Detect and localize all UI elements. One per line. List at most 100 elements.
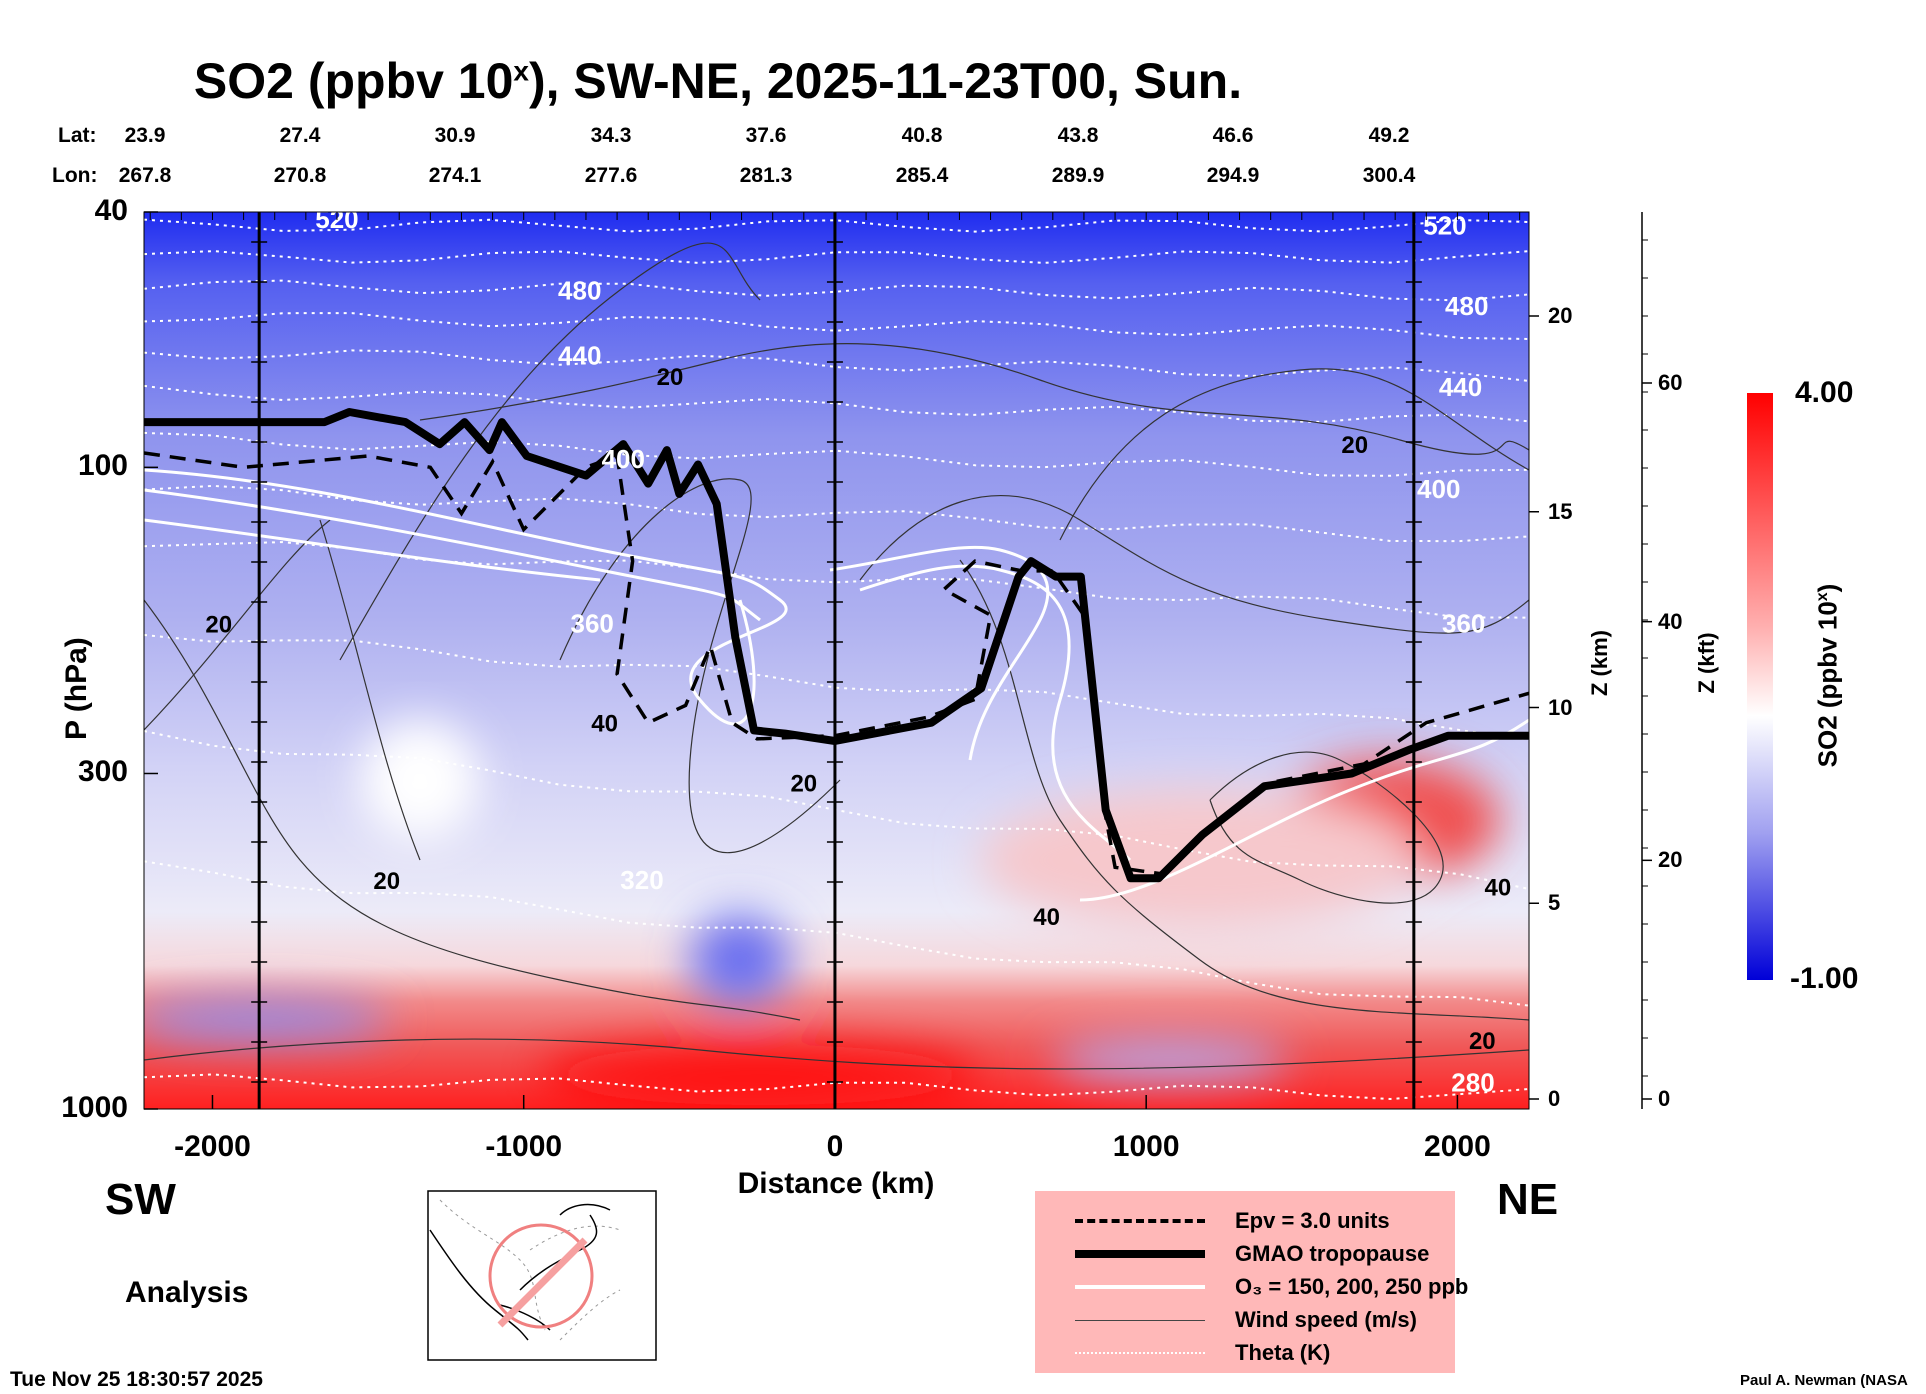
wind-contour (1209, 751, 1444, 904)
legend-label: Wind speed (m/s) (1235, 1307, 1417, 1332)
wind-label: 20 (1469, 1028, 1496, 1055)
x-axis-title: Distance (km) (737, 1167, 935, 1200)
legend-item: Wind speed (m/s) (1040, 1305, 1417, 1335)
theta-contour (144, 860, 1529, 1007)
wind-label: 20 (373, 868, 400, 895)
x-tick-label: 1000 (1112, 1130, 1180, 1163)
lon-value: 281.3 (739, 164, 793, 187)
x-tick-label: 0 (826, 1130, 844, 1163)
wind-label: 40 (1033, 904, 1060, 931)
lon-value: 274.1 (428, 164, 482, 187)
legend-white-line-icon (1075, 1285, 1205, 1289)
legend-item: GMAO tropopause (1040, 1239, 1429, 1269)
so2-field (144, 212, 1529, 1109)
y-tick-label: 1000 (61, 1091, 128, 1124)
legend-label: GMAO tropopause (1235, 1241, 1430, 1266)
legend-label: Theta (K) (1235, 1340, 1331, 1365)
sw-label: SW (105, 1175, 176, 1224)
lat-value: 46.6 (1212, 124, 1254, 147)
tropopause-line (144, 408, 1529, 883)
chart-title: SO2 (ppbv 10x), SW-NE, 2025-11-23T00, Su… (193, 53, 1243, 109)
theta-label: 480 (558, 275, 601, 305)
so2-blue-band (144, 1000, 390, 1040)
wind-label: 40 (591, 711, 618, 738)
z-km-tick-label: 20 (1548, 303, 1573, 328)
map-frame (427, 1190, 657, 1361)
map-graticule (439, 1199, 621, 1341)
legend-item: Theta (K) (1040, 1338, 1330, 1368)
theta-label: 400 (1417, 474, 1460, 504)
theta-label: 280 (1451, 1068, 1494, 1098)
wind-contour (319, 519, 421, 861)
theta-label: 520 (1423, 211, 1466, 241)
lat-value: 27.4 (279, 124, 321, 147)
lat-value: 23.9 (124, 124, 166, 147)
legend-label: O₃ = 150, 200, 250 ppb (1235, 1274, 1469, 1299)
legend-label: Epv = 3.0 units (1235, 1208, 1390, 1233)
timestamp: Tue Nov 25 18:30:57 2025 (10, 1368, 263, 1391)
so2-blue-region (690, 915, 790, 1005)
z-km-tick-label: 15 (1548, 498, 1573, 524)
lat-value: 43.8 (1057, 124, 1099, 147)
ozone-contour (1079, 718, 1529, 902)
lon-label: Lon: (52, 164, 98, 187)
wind-contour (859, 495, 1529, 634)
z-km-tick-label: 10 (1548, 694, 1573, 720)
theta-label: 440 (1439, 372, 1482, 402)
lon-value: 285.4 (895, 164, 949, 187)
wind-label: 20 (657, 364, 684, 391)
wind-label: 20 (205, 611, 232, 638)
lat-value: 34.3 (590, 124, 632, 147)
wind-contour (144, 1038, 1529, 1070)
legend-thick-line-icon (1075, 1250, 1205, 1258)
lon-value: 294.9 (1206, 164, 1260, 187)
lat-label: Lat: (58, 124, 97, 147)
z-km-tick-label: 0 (1548, 1086, 1561, 1111)
z-kft-title: Z (kft) (1694, 632, 1719, 694)
legend-item: Epv = 3.0 units (1040, 1206, 1390, 1236)
z-kft-tick-label: 60 (1658, 370, 1683, 395)
lat-value: 37.6 (745, 124, 787, 147)
lat-value: 30.9 (434, 124, 476, 147)
so2-low-white (360, 720, 480, 840)
legend-item: O₃ = 150, 200, 250 ppb (1040, 1272, 1468, 1302)
y-axis-title: P (hPa) (60, 637, 93, 740)
map-section-line (497, 1237, 588, 1328)
x-tick-label: -2000 (174, 1130, 251, 1163)
wind-contour (339, 242, 761, 661)
z-km-tick-label: 5 (1548, 890, 1561, 916)
legend-dotted-line-icon (1075, 1352, 1205, 1354)
wind-contour (1059, 368, 1529, 541)
wind-contour (144, 599, 801, 1021)
lat-value: 49.2 (1368, 124, 1410, 147)
z-km-title: Z (km) (1587, 630, 1612, 696)
lon-value: 270.8 (273, 164, 327, 187)
z-kft-tick-label: 20 (1658, 847, 1683, 873)
wind-label: 40 (1485, 874, 1512, 901)
y-tick-label: 40 (94, 194, 128, 227)
plot-frame (143, 211, 1530, 1110)
theta-label: 360 (1442, 608, 1485, 638)
map-coastlines (429, 1203, 611, 1341)
inset-map (427, 1190, 657, 1361)
lon-value: 300.4 (1362, 164, 1416, 187)
lon-value: 267.8 (118, 164, 172, 187)
ozone-contour (144, 518, 601, 582)
theta-label: 400 (602, 444, 645, 474)
wind-contour (144, 519, 331, 731)
ozone-contour (144, 468, 788, 726)
lon-value: 289.9 (1051, 164, 1105, 187)
legend-dashed-line-icon (1075, 1219, 1205, 1223)
colorbar (1747, 393, 1773, 980)
colorbar-max-label: 4.00 (1795, 376, 1854, 409)
ne-label: NE (1497, 1175, 1559, 1224)
wind-label: 20 (1341, 432, 1368, 459)
ozone-contour (859, 564, 1132, 862)
y-tick-label: 100 (77, 449, 128, 483)
x-tick-label: 2000 (1424, 1130, 1491, 1163)
theta-contour (144, 634, 1529, 741)
colorbar-min-label: -1.00 (1790, 962, 1859, 995)
colorbar-title: SO2 (ppbv 10x) (1812, 583, 1843, 768)
so2-blue-patch (1050, 1040, 1290, 1080)
